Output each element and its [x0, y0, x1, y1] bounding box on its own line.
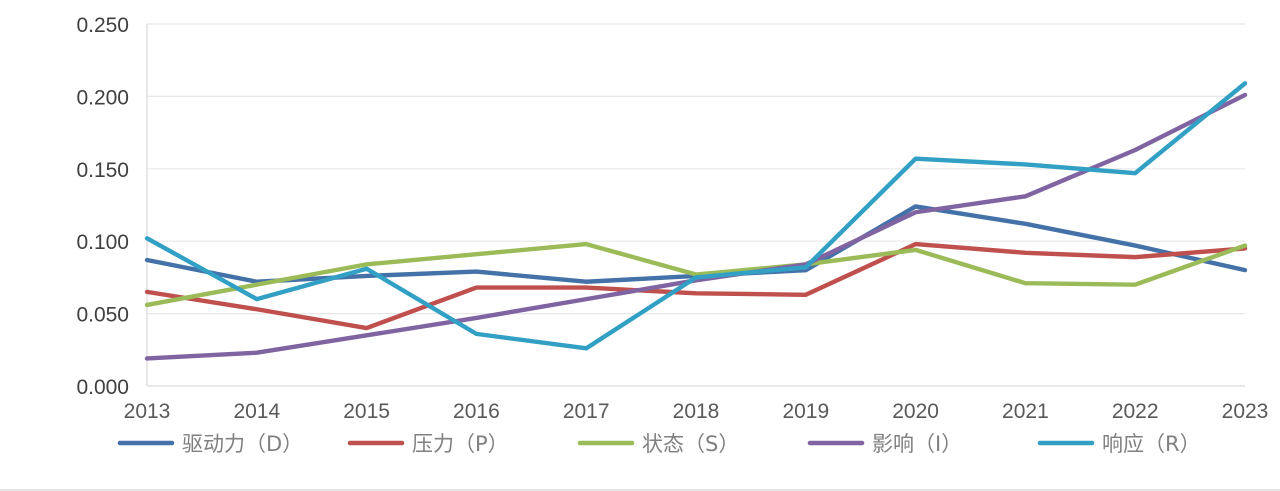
- y-axis-tick-label: 0.250: [76, 14, 129, 37]
- legend-label[interactable]: 状态（S）: [642, 432, 739, 456]
- series-line: [144, 241, 1248, 308]
- x-axis-tick-label: 2019: [782, 400, 829, 423]
- y-axis-tick-label: 0.200: [76, 86, 129, 109]
- x-axis-tick-label: 2022: [1112, 400, 1159, 423]
- x-axis-tick-label: 2014: [233, 400, 280, 423]
- y-axis-tick-label: 0.100: [76, 231, 129, 254]
- series-line: [144, 92, 1248, 361]
- x-axis-tick-label: 2016: [453, 400, 500, 423]
- legend-label[interactable]: 响应（R）: [1102, 432, 1201, 456]
- x-axis-tick-label: 2018: [673, 400, 720, 423]
- legend-label[interactable]: 驱动力（D）: [182, 432, 303, 456]
- x-axis-tick-label: 2020: [892, 400, 939, 423]
- series-line: [144, 204, 1248, 284]
- legend-label[interactable]: 影响（I）: [872, 432, 962, 456]
- y-axis-tick-label: 0.000: [76, 376, 129, 399]
- legend-label[interactable]: 压力（P）: [412, 432, 509, 456]
- x-axis-tick-label: 2021: [1002, 400, 1049, 423]
- series-line: [144, 81, 1248, 351]
- y-axis-tick-label: 0.050: [76, 304, 129, 327]
- y-axis-tick-label: 0.150: [76, 159, 129, 182]
- series-line: [144, 241, 1248, 331]
- x-axis-tick-label: 2017: [563, 400, 610, 423]
- x-axis-tick-label: 2013: [124, 400, 171, 423]
- x-axis-tick-label: 2023: [1222, 400, 1269, 423]
- x-axis-tick-label: 2015: [343, 400, 390, 423]
- bottom-divider: [0, 489, 1280, 491]
